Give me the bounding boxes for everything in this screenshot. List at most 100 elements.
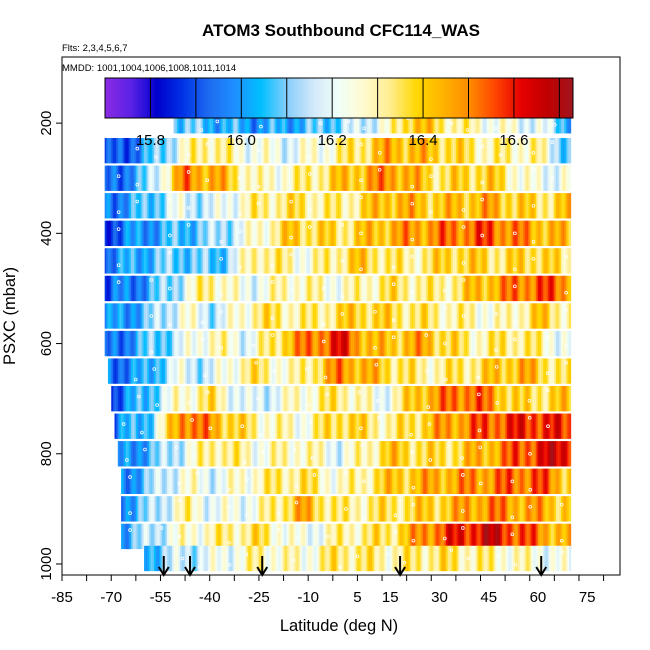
heatmap-cell bbox=[265, 138, 268, 164]
heatmap-cell bbox=[408, 112, 411, 134]
heatmap-cell bbox=[365, 496, 368, 522]
heatmap-cell bbox=[234, 220, 237, 247]
heatmap-band-600 bbox=[104, 330, 572, 357]
heatmap-cell bbox=[523, 303, 526, 329]
heatmap-cell bbox=[268, 303, 271, 329]
heatmap-cell bbox=[240, 358, 243, 384]
heatmap-cell bbox=[160, 220, 163, 247]
heatmap-cell bbox=[295, 303, 298, 329]
heatmap-cell bbox=[240, 220, 243, 247]
heatmap-cell bbox=[380, 496, 383, 522]
heatmap-cell bbox=[413, 413, 416, 439]
heatmap-cell bbox=[134, 248, 137, 274]
heatmap-cell bbox=[326, 496, 329, 522]
heatmap-cell bbox=[521, 523, 524, 550]
heatmap-cell bbox=[549, 220, 552, 247]
heatmap-cell bbox=[388, 112, 391, 134]
heatmap-cell bbox=[385, 441, 388, 467]
heatmap-cell bbox=[198, 545, 201, 572]
heatmap-cell bbox=[316, 193, 319, 219]
heatmap-cell bbox=[157, 303, 160, 329]
heatmap-cell bbox=[150, 193, 153, 219]
sample-marker bbox=[205, 178, 210, 183]
heatmap-cell bbox=[186, 441, 189, 467]
heatmap-cell bbox=[311, 358, 314, 384]
heatmap-cell bbox=[503, 545, 506, 572]
sample-marker bbox=[531, 167, 536, 172]
heatmap-cell bbox=[227, 385, 230, 412]
heatmap-cell bbox=[493, 523, 496, 550]
heatmap-cell bbox=[416, 385, 419, 412]
heatmap-cell bbox=[124, 220, 127, 247]
heatmap-cell bbox=[363, 523, 367, 550]
heatmap-cell bbox=[405, 193, 408, 219]
heatmap-cell bbox=[263, 385, 266, 412]
heatmap-cell bbox=[318, 385, 321, 412]
heatmap-cell bbox=[152, 468, 155, 494]
heatmap-cell bbox=[247, 523, 250, 550]
heatmap-cell bbox=[199, 358, 202, 384]
heatmap-band-950 bbox=[121, 523, 572, 550]
heatmap-cell bbox=[434, 303, 437, 329]
heatmap-cell bbox=[190, 193, 193, 219]
heatmap-cell bbox=[167, 413, 170, 439]
heatmap-cell bbox=[171, 193, 174, 219]
heatmap-cell bbox=[208, 468, 211, 494]
heatmap-cell bbox=[185, 193, 188, 219]
heatmap-cell bbox=[111, 220, 114, 247]
heatmap-cell bbox=[190, 138, 193, 164]
heatmap-cell bbox=[470, 496, 473, 522]
heatmap-cell bbox=[465, 112, 468, 134]
heatmap-cell bbox=[491, 303, 495, 329]
heatmap-cell bbox=[560, 523, 563, 550]
heatmap-cell bbox=[122, 358, 125, 384]
heatmap-cell bbox=[405, 112, 408, 134]
heatmap-cell bbox=[514, 358, 517, 384]
heatmap-cell bbox=[183, 165, 186, 191]
heatmap-cell bbox=[470, 545, 473, 572]
heatmap-cell bbox=[239, 220, 242, 247]
sample-marker bbox=[305, 367, 309, 371]
heatmap-cell bbox=[148, 523, 152, 550]
heatmap-cell bbox=[557, 441, 560, 467]
heatmap-band-800 bbox=[117, 441, 572, 467]
heatmap-cell bbox=[265, 413, 268, 439]
heatmap-cell bbox=[144, 248, 147, 274]
heatmap-cell bbox=[232, 193, 235, 219]
heatmap-cell bbox=[281, 358, 284, 384]
heatmap-cell bbox=[296, 358, 299, 384]
heatmap-cell bbox=[257, 303, 260, 329]
heatmap-cell bbox=[227, 112, 230, 134]
sample-marker bbox=[362, 515, 366, 520]
heatmap-cell bbox=[405, 385, 408, 412]
heatmap-cell bbox=[388, 441, 391, 467]
heatmap-cell bbox=[235, 468, 238, 494]
heatmap-cell bbox=[170, 303, 173, 329]
heatmap-cell bbox=[185, 165, 188, 191]
heatmap-cell bbox=[329, 413, 332, 439]
heatmap-cell bbox=[355, 220, 358, 247]
heatmap-cell bbox=[260, 138, 263, 164]
heatmap-cell bbox=[145, 303, 148, 329]
heatmap-cell bbox=[429, 441, 432, 467]
heatmap-cell bbox=[245, 303, 248, 329]
heatmap-cell bbox=[372, 275, 375, 302]
heatmap-cell bbox=[204, 358, 207, 384]
heatmap-cell bbox=[510, 220, 513, 247]
heatmap-cell bbox=[477, 358, 480, 384]
heatmap-cell bbox=[547, 138, 550, 164]
heatmap-cell bbox=[500, 303, 503, 329]
heatmap-cell bbox=[555, 358, 559, 384]
heatmap-cell bbox=[178, 303, 181, 329]
heatmap-cell bbox=[212, 303, 216, 329]
heatmap-cell bbox=[500, 358, 503, 384]
heatmap-cell bbox=[165, 193, 168, 219]
heatmap-cell bbox=[501, 385, 504, 412]
heatmap-cell bbox=[519, 275, 522, 302]
sample-marker bbox=[193, 454, 197, 458]
heatmap-cell bbox=[217, 193, 220, 219]
heatmap-cell bbox=[303, 413, 306, 439]
heatmap-cell bbox=[134, 220, 137, 247]
heatmap-cell bbox=[260, 358, 263, 384]
heatmap-cell bbox=[429, 468, 432, 494]
